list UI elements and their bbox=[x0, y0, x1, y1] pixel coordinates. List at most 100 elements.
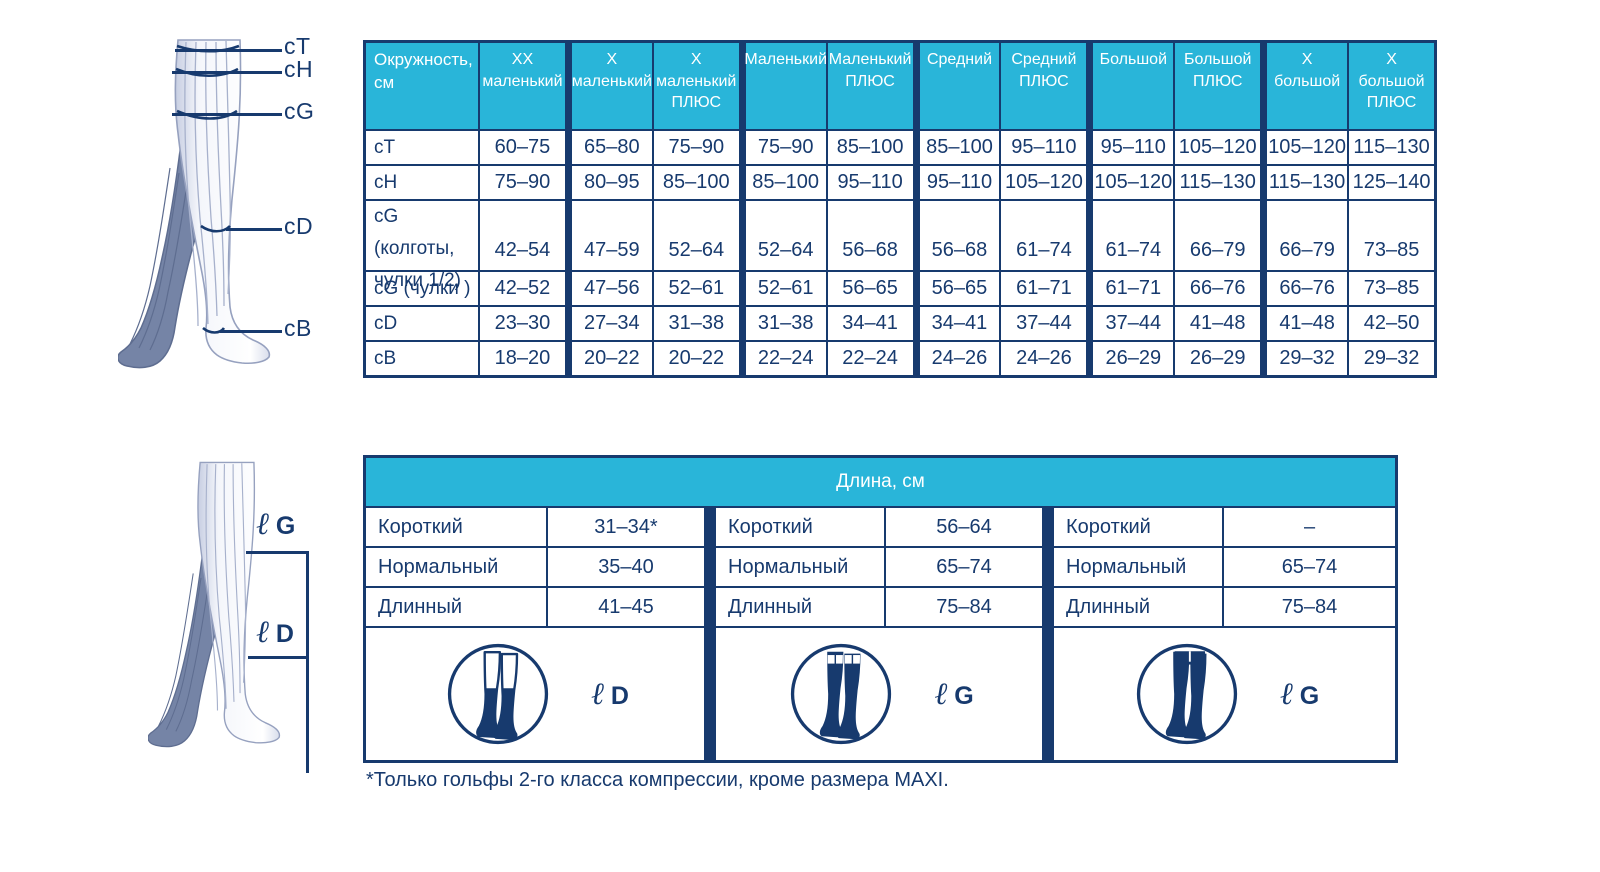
group-separator bbox=[1042, 508, 1054, 760]
length-row-value: 65–74 bbox=[1224, 548, 1395, 588]
size-table-value: 60–75 bbox=[478, 129, 565, 164]
size-table-corner: Окружность, см bbox=[366, 43, 478, 129]
size-table-row-label: cT bbox=[366, 129, 478, 164]
size-table-col-header: Большой ПЛЮС bbox=[1173, 43, 1261, 129]
back-leg bbox=[118, 141, 210, 369]
size-table-value: 56–65 bbox=[825, 270, 913, 305]
size-table-value: 61–74 bbox=[1086, 199, 1174, 270]
knee-sock-icon bbox=[447, 643, 549, 745]
length-row-label: Короткий bbox=[716, 508, 886, 548]
length-bracket-vertical bbox=[306, 551, 309, 773]
size-table-value: 73–85 bbox=[1347, 270, 1434, 305]
icon-label-lG: ℓ G bbox=[934, 676, 974, 712]
length-icon-cell-thigh-stockings: ℓ G bbox=[716, 628, 1042, 760]
size-table-value: 47–56 bbox=[564, 270, 652, 305]
size-table-col-header: Средний bbox=[912, 43, 1000, 129]
front-leg bbox=[197, 461, 281, 744]
size-table-value: 24–26 bbox=[999, 340, 1087, 375]
size-table-value: 56–68 bbox=[912, 199, 1000, 270]
size-table-value: 85–100 bbox=[651, 164, 739, 199]
length-row-label: Длинный bbox=[1054, 588, 1224, 628]
measure-line-cG bbox=[172, 113, 282, 116]
size-table-value: 85–100 bbox=[825, 129, 913, 164]
size-table-value: 85–100 bbox=[738, 164, 826, 199]
size-table-value: 42–52 bbox=[478, 270, 565, 305]
size-table-value: 73–85 bbox=[1347, 199, 1434, 270]
size-table-col-header: Большой bbox=[1086, 43, 1174, 129]
size-table-value: 61–71 bbox=[1086, 270, 1174, 305]
length-row-value: 65–74 bbox=[886, 548, 1042, 588]
size-table-value: 125–140 bbox=[1347, 164, 1434, 199]
size-table-col-header: X большой bbox=[1260, 43, 1348, 129]
size-table-value: 61–74 bbox=[999, 199, 1087, 270]
circumference-size-table: Окружность, см XX маленький X маленький X м… bbox=[363, 40, 1437, 378]
length-label-lD: ℓ D bbox=[256, 614, 294, 650]
size-table-value: 85–100 bbox=[912, 129, 1000, 164]
size-table-col-header: XX маленький bbox=[478, 43, 565, 129]
size-table-value: 23–30 bbox=[478, 305, 565, 340]
size-table-value: 75–90 bbox=[651, 129, 739, 164]
length-row-label: Длинный bbox=[366, 588, 548, 628]
length-row-label: Нормальный bbox=[366, 548, 548, 588]
size-table-value: 95–110 bbox=[825, 164, 913, 199]
group-separator bbox=[704, 508, 716, 760]
size-table-value: 22–24 bbox=[825, 340, 913, 375]
length-row-label: Нормальный bbox=[1054, 548, 1224, 588]
size-table-value: 26–29 bbox=[1086, 340, 1174, 375]
front-leg bbox=[174, 39, 271, 365]
length-row-value: 41–45 bbox=[548, 588, 704, 628]
size-table-col-header: Средний ПЛЮС bbox=[999, 43, 1087, 129]
length-line-lD bbox=[248, 656, 308, 659]
size-table-col-header: Маленький bbox=[738, 43, 827, 129]
size-table-col-header: Маленький ПЛЮС bbox=[825, 43, 913, 129]
size-table-row-label: cH bbox=[366, 164, 478, 199]
size-table-row-label: cB bbox=[366, 340, 478, 375]
measure-label-cG: cG bbox=[284, 98, 315, 124]
length-row-value: 31–34* bbox=[548, 508, 704, 548]
size-table-col-header: X маленький ПЛЮС bbox=[651, 43, 739, 129]
length-row-label: Длинный bbox=[716, 588, 886, 628]
measure-label-cH: cH bbox=[284, 56, 314, 82]
length-row-value: 56–64 bbox=[886, 508, 1042, 548]
measure-label-cD: cD bbox=[284, 213, 314, 239]
size-table-value: 20–22 bbox=[651, 340, 739, 375]
size-table-value: 34–41 bbox=[825, 305, 913, 340]
length-table: ℓ D ℓ G bbox=[363, 455, 1398, 763]
length-row-value: 35–40 bbox=[548, 548, 704, 588]
size-table-value: 66–79 bbox=[1173, 199, 1261, 270]
length-row-value: 75–84 bbox=[886, 588, 1042, 628]
length-row-value: – bbox=[1224, 508, 1395, 548]
size-table-value: 37–44 bbox=[999, 305, 1087, 340]
size-table-value: 52–61 bbox=[651, 270, 739, 305]
size-table-row-label: cG (колготы, чулки 1/2) bbox=[366, 199, 478, 291]
size-table-value: 52–64 bbox=[651, 199, 739, 270]
length-line-lG bbox=[246, 551, 308, 554]
length-icon-cell-knee-socks: ℓ D bbox=[366, 628, 704, 760]
length-row-label: Нормальный bbox=[716, 548, 886, 588]
size-table-value: 31–38 bbox=[651, 305, 739, 340]
size-table-value: 115–130 bbox=[1347, 129, 1434, 164]
size-table-value: 42–50 bbox=[1347, 305, 1434, 340]
size-table-value: 41–48 bbox=[1260, 305, 1348, 340]
size-table-value: 75–90 bbox=[738, 129, 826, 164]
length-icon-cell-tights: ℓ G bbox=[1054, 628, 1395, 760]
length-row-value: 75–84 bbox=[1224, 588, 1395, 628]
size-table-value: 29–32 bbox=[1260, 340, 1348, 375]
size-table-value: 80–95 bbox=[564, 164, 652, 199]
size-table-value: 56–68 bbox=[825, 199, 913, 270]
size-table-value: 66–76 bbox=[1260, 270, 1348, 305]
size-table-value: 105–120 bbox=[1086, 164, 1174, 199]
size-table-value: 47–59 bbox=[564, 199, 652, 270]
size-table-value: 41–48 bbox=[1173, 305, 1261, 340]
measure-label-cB: cB bbox=[284, 315, 312, 341]
size-table-value: 27–34 bbox=[564, 305, 652, 340]
size-table-row-label: cG (чулки ) bbox=[366, 270, 478, 305]
size-table-value: 66–79 bbox=[1260, 199, 1348, 270]
footnote: *Только гольфы 2-го класса компрессии, к… bbox=[366, 769, 949, 791]
size-table-value: 37–44 bbox=[1086, 305, 1174, 340]
length-label-lG: ℓ G bbox=[256, 506, 296, 542]
size-table-value: 115–130 bbox=[1260, 164, 1348, 199]
size-table-value: 61–71 bbox=[999, 270, 1087, 305]
size-table-value: 56–65 bbox=[912, 270, 1000, 305]
